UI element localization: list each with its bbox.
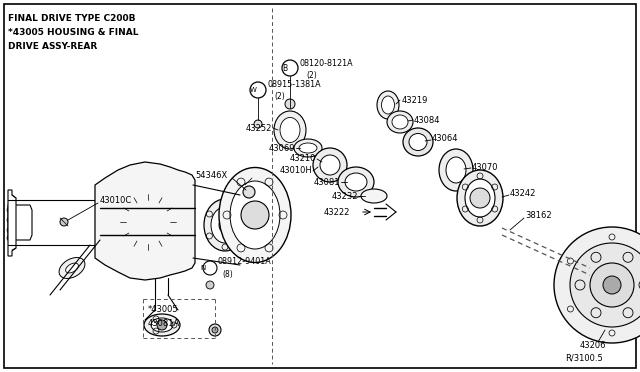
Ellipse shape	[361, 189, 387, 203]
Text: 43232: 43232	[332, 192, 358, 201]
Ellipse shape	[439, 149, 473, 191]
Circle shape	[209, 324, 221, 336]
Ellipse shape	[299, 143, 317, 153]
Text: 38162: 38162	[525, 211, 552, 219]
Text: 08912-9401A: 08912-9401A	[218, 257, 272, 266]
Text: 43010C: 43010C	[100, 196, 132, 205]
Ellipse shape	[151, 318, 173, 332]
Circle shape	[212, 327, 218, 333]
Circle shape	[590, 263, 634, 307]
Ellipse shape	[457, 170, 503, 226]
Circle shape	[7, 207, 13, 213]
Circle shape	[206, 281, 214, 289]
Text: 43081A: 43081A	[148, 320, 180, 328]
Text: 43084: 43084	[414, 115, 440, 125]
Circle shape	[7, 227, 13, 233]
Polygon shape	[8, 205, 32, 240]
Text: N: N	[200, 265, 205, 271]
Polygon shape	[8, 190, 16, 256]
Circle shape	[285, 99, 295, 109]
Circle shape	[243, 186, 255, 198]
Ellipse shape	[59, 257, 85, 279]
Text: (2): (2)	[306, 71, 317, 80]
Text: (8): (8)	[222, 269, 233, 279]
Text: 43252: 43252	[246, 124, 272, 132]
Ellipse shape	[219, 167, 291, 263]
Text: 43081: 43081	[314, 177, 340, 186]
Text: 43070: 43070	[472, 163, 499, 171]
Text: 54346X: 54346X	[195, 170, 227, 180]
Text: DRIVE ASSY-REAR: DRIVE ASSY-REAR	[8, 42, 97, 51]
Text: *43005 HOUSING & FINAL: *43005 HOUSING & FINAL	[8, 28, 138, 36]
Text: 43206: 43206	[580, 340, 607, 350]
Ellipse shape	[345, 173, 367, 191]
Circle shape	[470, 188, 490, 208]
Text: 08915-1381A: 08915-1381A	[268, 80, 322, 89]
Text: 43069: 43069	[269, 144, 295, 153]
Ellipse shape	[320, 155, 340, 175]
Circle shape	[130, 204, 166, 240]
Ellipse shape	[465, 179, 495, 217]
Text: B: B	[282, 64, 287, 73]
Text: FINAL DRIVE TYPE C200B: FINAL DRIVE TYPE C200B	[8, 13, 136, 22]
Ellipse shape	[313, 148, 347, 182]
Ellipse shape	[219, 218, 231, 232]
Ellipse shape	[204, 199, 246, 251]
Text: (2): (2)	[274, 92, 285, 100]
Ellipse shape	[409, 134, 427, 151]
Ellipse shape	[230, 181, 280, 249]
Text: 43010H: 43010H	[279, 166, 312, 174]
Circle shape	[554, 227, 640, 343]
Ellipse shape	[338, 167, 374, 197]
Circle shape	[241, 201, 269, 229]
Ellipse shape	[381, 96, 394, 114]
Circle shape	[60, 218, 68, 226]
Ellipse shape	[274, 111, 306, 149]
Text: 43242: 43242	[510, 189, 536, 198]
Ellipse shape	[392, 115, 408, 129]
Text: 43210: 43210	[290, 154, 316, 163]
Circle shape	[254, 120, 262, 128]
Ellipse shape	[66, 263, 78, 273]
Ellipse shape	[211, 207, 239, 243]
Circle shape	[120, 194, 176, 250]
Text: 08120-8121A: 08120-8121A	[300, 58, 354, 67]
Ellipse shape	[387, 111, 413, 133]
Circle shape	[157, 320, 167, 330]
Circle shape	[7, 235, 13, 241]
Text: R/3100.5: R/3100.5	[565, 353, 603, 362]
Circle shape	[7, 217, 13, 223]
Ellipse shape	[294, 139, 322, 157]
Text: W: W	[250, 87, 257, 93]
Circle shape	[603, 276, 621, 294]
Polygon shape	[95, 162, 195, 280]
Ellipse shape	[403, 128, 433, 156]
Ellipse shape	[280, 118, 300, 142]
Ellipse shape	[144, 314, 180, 336]
Text: 43219: 43219	[402, 96, 428, 105]
Text: *43005: *43005	[148, 305, 179, 314]
Ellipse shape	[446, 157, 466, 183]
Circle shape	[140, 214, 156, 230]
Ellipse shape	[377, 91, 399, 119]
Text: 43064: 43064	[432, 134, 458, 142]
Circle shape	[570, 243, 640, 327]
Text: 43222: 43222	[324, 208, 350, 217]
